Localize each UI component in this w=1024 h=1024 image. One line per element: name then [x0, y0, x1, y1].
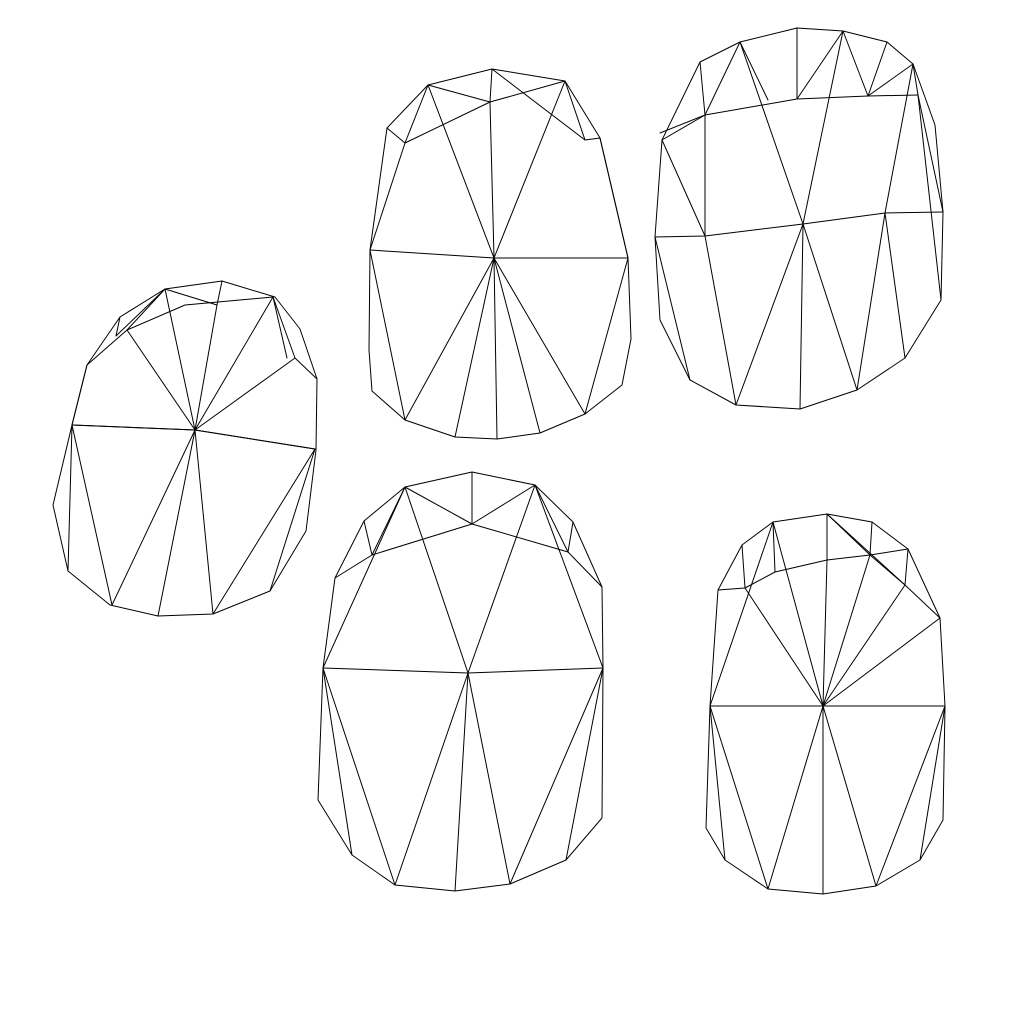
mesh-left [52, 280, 318, 617]
mesh-top-center [368, 68, 632, 440]
mesh-top-right [654, 27, 944, 410]
mesh-bottom-right [705, 513, 946, 895]
mesh-bottom-center [317, 471, 604, 892]
